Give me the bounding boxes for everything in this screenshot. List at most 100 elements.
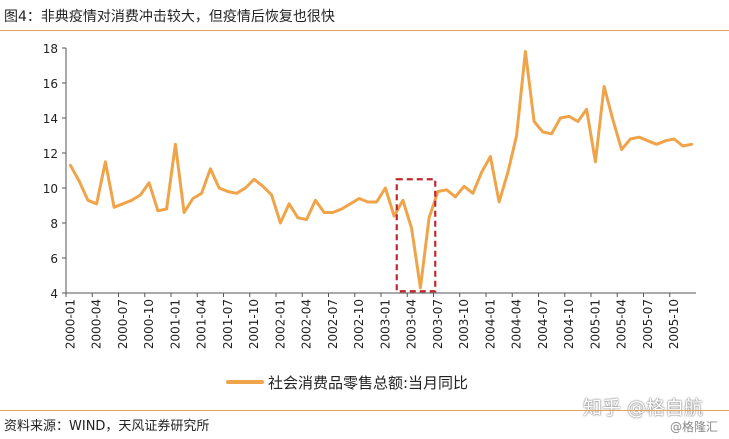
y-tick-label: 6 (50, 252, 58, 266)
data-point (147, 181, 151, 184)
data-point (585, 108, 588, 111)
data-point (209, 167, 212, 170)
data-point (375, 200, 378, 204)
data-point (252, 178, 256, 181)
data-point (217, 186, 221, 190)
data-point (287, 202, 291, 205)
x-tick-label: 2004-04 (510, 299, 524, 349)
data-point (532, 120, 536, 123)
data-point (515, 134, 518, 137)
data-point (244, 186, 247, 190)
data-point (637, 136, 641, 139)
y-tick-label: 12 (43, 147, 58, 161)
data-point (550, 132, 553, 135)
data-point (226, 190, 230, 193)
data-point (690, 143, 693, 146)
data-point (559, 116, 562, 120)
data-point (646, 139, 650, 142)
data-point (445, 188, 448, 191)
data-point (270, 193, 273, 197)
data-point (541, 130, 545, 134)
highlight-layer (395, 178, 437, 293)
data-point (655, 143, 658, 146)
series-line (68, 50, 694, 290)
y-axis: 4 6 8 10 12 14 16 18 (43, 42, 67, 301)
highlight-box (395, 178, 437, 293)
data-point (480, 171, 483, 174)
data-point (567, 115, 571, 118)
data-point (357, 197, 361, 200)
x-tick-label: 2003-04 (405, 299, 419, 349)
x-tick-label: 2005-10 (667, 299, 681, 349)
data-point (296, 216, 300, 219)
data-point (130, 199, 133, 202)
x-tick-label: 2000-04 (90, 299, 104, 349)
y-tick-label: 16 (43, 77, 58, 91)
legend: 社会消费品零售总额:当月同比 (226, 374, 468, 392)
title-divider (0, 30, 729, 31)
data-point (156, 209, 160, 212)
x-tick-label: 2003-07 (431, 299, 445, 349)
x-tick-label: 2004-07 (536, 299, 550, 349)
data-point (489, 155, 492, 158)
x-tick-label: 2002-10 (352, 299, 366, 349)
data-point (112, 206, 116, 209)
data-point (340, 207, 343, 211)
x-axis: 2000-01 2000-04 2000-07 2000-10 2001-01 2001-… (63, 292, 696, 349)
x-tick-label: 2000-10 (142, 299, 156, 349)
data-point (349, 202, 352, 205)
x-tick-label: 2000-01 (63, 299, 77, 349)
x-tick-label: 2003-01 (378, 299, 392, 349)
x-tick-label: 2001-01 (168, 299, 182, 349)
x-tick-label: 2002-04 (300, 299, 314, 349)
watermark-sub: @格隆汇 (670, 420, 719, 434)
data-point (602, 85, 606, 88)
data-point (69, 164, 72, 167)
data-point (366, 200, 370, 204)
x-tick-label: 2001-10 (247, 299, 261, 349)
source-note: 资料来源：WIND，天风证券研究所 (4, 419, 210, 434)
data-point (401, 199, 405, 202)
data-point (436, 190, 440, 193)
data-point (77, 179, 81, 183)
data-point (235, 192, 238, 195)
x-tick-label: 2003-10 (457, 299, 471, 349)
chart-title: 图4：非典疫情对消费冲击较大，但疫情后恢复也很快 (4, 9, 335, 25)
watermark: 知乎 @格自航 (583, 397, 704, 419)
data-point (419, 286, 422, 289)
x-tick-label: 2005-07 (641, 299, 655, 349)
footer-divider (0, 410, 729, 411)
y-tick-label: 18 (43, 42, 58, 56)
y-tick-label: 10 (43, 182, 58, 196)
x-tick-label: 2004-10 (562, 299, 576, 349)
data-point (139, 193, 142, 197)
x-tick-label: 2005-01 (588, 299, 602, 349)
data-point (576, 120, 580, 123)
x-tick-label: 2000-07 (116, 299, 130, 349)
data-point (392, 214, 396, 218)
data-point (322, 211, 326, 214)
y-tick-label: 8 (50, 217, 58, 231)
data-point (620, 148, 623, 151)
x-tick-label: 2002-01 (273, 299, 287, 349)
x-tick-label: 2001-04 (195, 299, 209, 349)
data-point (384, 186, 387, 190)
data-point (506, 171, 510, 174)
data-point (611, 118, 615, 121)
data-point (261, 185, 265, 188)
y-tick-label: 14 (43, 112, 58, 126)
series-layer (68, 50, 694, 290)
data-point (672, 137, 676, 141)
data-point (104, 160, 107, 163)
data-point (314, 199, 317, 202)
y-tick-label: 4 (50, 287, 58, 301)
data-point (182, 211, 186, 214)
data-point (497, 200, 501, 204)
x-tick-label: 2001-07 (221, 299, 235, 349)
x-tick-label: 2002-07 (326, 299, 340, 349)
x-tick-label: 2005-04 (615, 299, 629, 349)
data-point (681, 144, 685, 148)
data-point (121, 202, 125, 205)
data-point (305, 218, 308, 221)
